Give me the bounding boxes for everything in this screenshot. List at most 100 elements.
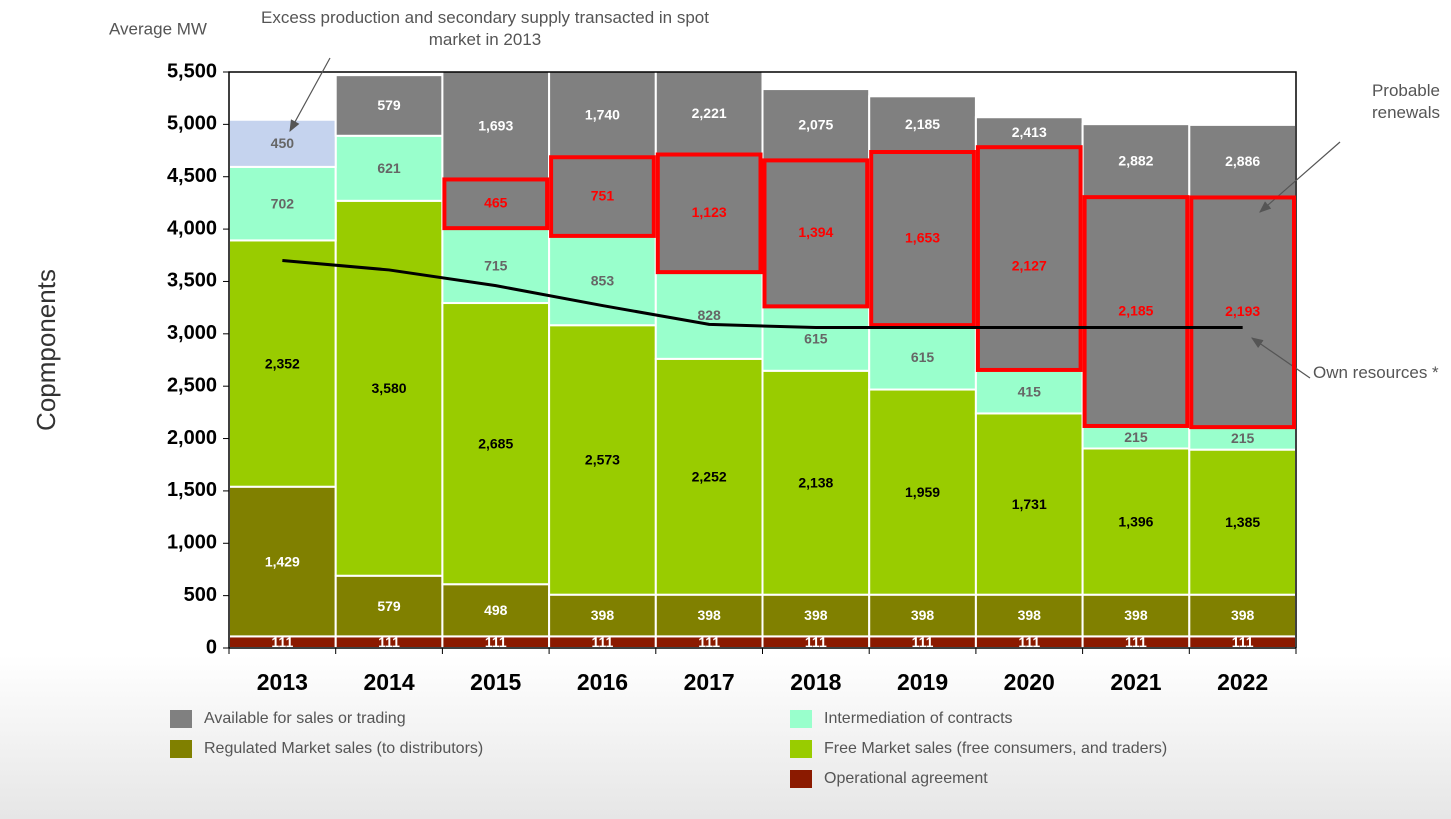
y-tick-label: 2,500 — [167, 374, 217, 396]
value-label: 111 — [1232, 634, 1254, 650]
bar-segment — [1081, 593, 1191, 638]
legend-swatch — [790, 770, 812, 788]
bar-segment — [654, 357, 764, 596]
value-label: 398 — [1018, 607, 1042, 623]
line-arrow — [1251, 337, 1311, 379]
bar-segment — [868, 324, 977, 391]
bar-segment — [441, 72, 551, 230]
value-label: 2,882 — [1118, 152, 1153, 168]
value-label: 111 — [912, 634, 934, 650]
bar-segment — [441, 302, 551, 586]
y-tick-label: 4,500 — [167, 165, 217, 187]
value-label: 398 — [804, 607, 828, 623]
value-label: 1,740 — [585, 106, 620, 122]
own-resources-line — [282, 259, 1243, 330]
plot-area — [229, 72, 1296, 649]
value-label: 398 — [911, 607, 935, 623]
value-label: 1,731 — [1012, 496, 1047, 512]
bar-segment — [654, 271, 764, 360]
renewal-box — [1189, 195, 1297, 430]
value-label: 111 — [1018, 634, 1040, 650]
value-label: 1,396 — [1118, 513, 1153, 529]
renewal-box — [442, 177, 550, 231]
x-tick-label: 2016 — [577, 669, 628, 695]
bar-segment — [229, 485, 337, 638]
value-label: 111 — [592, 634, 614, 650]
value-label: 621 — [377, 160, 401, 176]
value-label: 398 — [1124, 607, 1148, 623]
renewal-label: 465 — [484, 195, 508, 211]
bar-segment — [548, 324, 657, 596]
bar-segment — [868, 593, 977, 638]
value-label: 2,573 — [585, 452, 620, 468]
annotation-arrow — [289, 57, 331, 133]
bar-segment — [1188, 448, 1296, 596]
bar-segment — [974, 412, 1084, 596]
bar-segment — [548, 72, 657, 237]
value-label: 398 — [591, 607, 615, 623]
y-tick-label: 1,500 — [167, 479, 217, 501]
bar-segment — [229, 165, 337, 242]
legend-swatch — [790, 740, 812, 758]
y-tick-label: 1,000 — [167, 532, 217, 554]
value-label: 111 — [1125, 634, 1147, 650]
value-label: 2,075 — [798, 116, 833, 132]
value-label: 2,685 — [478, 435, 513, 451]
renewals-label: Probable renewals — [1371, 81, 1440, 122]
bar-segment — [229, 118, 337, 168]
value-label: 398 — [1231, 607, 1255, 623]
value-label: 111 — [378, 634, 400, 650]
y-axis-label: Copmponents — [31, 269, 61, 431]
renewal-box — [975, 145, 1083, 372]
bar-segment — [868, 388, 977, 596]
y-tick-label: 5,500 — [167, 60, 217, 82]
bar-segment — [761, 305, 871, 372]
legend-label: Operational agreement — [824, 770, 988, 787]
value-label: 215 — [1231, 430, 1255, 446]
y-tick-label: 500 — [184, 584, 217, 606]
value-label: 450 — [271, 135, 295, 151]
value-label: 579 — [377, 598, 401, 614]
renewal-box — [869, 150, 976, 328]
value-label: 215 — [1124, 429, 1148, 445]
value-label: 828 — [697, 307, 721, 323]
x-tick-label: 2022 — [1217, 669, 1268, 695]
bar-segment — [229, 239, 337, 488]
x-tick-label: 2017 — [684, 669, 735, 695]
value-label: 498 — [484, 602, 508, 618]
renewal-label: 2,185 — [1118, 302, 1153, 318]
y-tick-label: 2,000 — [167, 427, 217, 449]
bar-segment — [1081, 123, 1191, 427]
legend-label: Available for sales or trading — [204, 710, 406, 727]
value-label: 2,413 — [1012, 124, 1047, 140]
renewals-arrow — [1259, 141, 1341, 213]
value-label: 715 — [484, 257, 508, 273]
y-unit: Average MW — [109, 19, 207, 38]
value-label: 1,959 — [905, 484, 940, 500]
value-label: 1,429 — [265, 553, 300, 569]
x-tick-label: 2020 — [1004, 669, 1055, 695]
bar-segment — [1188, 123, 1296, 429]
value-label: 2,221 — [692, 105, 727, 121]
renewal-label: 751 — [591, 187, 615, 203]
value-label: 111 — [271, 634, 293, 650]
renewal-label: 2,193 — [1225, 303, 1260, 319]
value-label: 2,185 — [905, 116, 940, 132]
annotation: Excess production and secondary supply t… — [261, 8, 709, 49]
bar-segment — [974, 368, 1084, 415]
line-label: Own resources * — [1313, 363, 1439, 382]
renewal-label: 2,127 — [1012, 257, 1047, 273]
value-label: 853 — [591, 272, 615, 288]
renewal-box — [762, 158, 870, 309]
bar-segment — [974, 116, 1084, 371]
value-label: 2,138 — [798, 474, 833, 490]
bar-segment — [548, 593, 657, 638]
x-tick-label: 2019 — [897, 669, 948, 695]
renewal-box — [655, 152, 763, 275]
value-label: 615 — [804, 330, 828, 346]
value-label: 111 — [485, 634, 507, 650]
y-tick-label: 4,000 — [167, 217, 217, 239]
bar-segment — [334, 199, 444, 577]
